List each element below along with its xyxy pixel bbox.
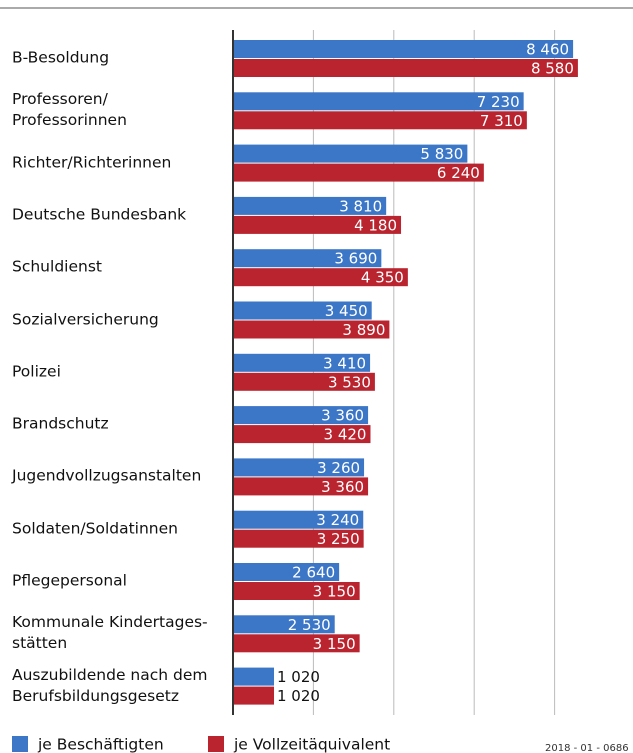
value-label: 7 230 [477,93,520,111]
bar [233,615,335,634]
bar [233,425,371,444]
category-label: Jugendvollzugsanstalten [12,466,202,485]
value-label: 3 530 [328,373,371,391]
category-label: Polizei [12,362,61,381]
value-label: 3 360 [321,478,364,496]
value-label: 5 830 [420,145,463,163]
bar [233,372,375,391]
category-label: Brandschutz [12,414,109,433]
value-label: 3 410 [323,354,366,372]
bar [233,667,275,686]
value-label: 8 580 [531,60,574,78]
category-label: Richter/Richterinnen [12,153,172,172]
value-label: 3 360 [321,407,364,425]
bar [233,59,578,77]
value-label: 3 690 [334,250,377,268]
value-label: 1 020 [277,668,320,686]
value-label: 4 180 [354,216,397,234]
value-label: 3 240 [316,511,359,529]
bar [233,144,468,163]
category-label: Sozialversicherung [12,310,159,328]
bar [233,111,527,130]
category-label: Auszubildende nach dem Berufsbildungsges… [12,665,208,705]
value-label: 7 310 [480,112,523,130]
value-label: 3 420 [324,426,367,444]
value-label: 1 020 [277,687,320,705]
bar [233,529,364,548]
bar [233,477,369,496]
value-label: 3 890 [342,321,385,339]
bar [233,510,364,529]
bar [233,92,524,111]
category-label: Pflegepersonal [12,571,127,590]
bar [233,301,372,320]
bar [233,196,387,215]
bar [233,686,275,705]
value-label: 3 450 [325,302,368,320]
category-label: Soldaten/Soldatinnen [12,519,178,538]
value-label: 3 810 [339,197,382,215]
value-label: 8 460 [526,41,569,59]
value-label: 6 240 [437,164,480,182]
bar [233,353,371,372]
bar [233,268,408,287]
value-label: 4 350 [361,269,404,287]
value-label: 3 150 [313,583,356,601]
bar [233,40,574,58]
legend-swatch [12,736,28,752]
legend-swatch [208,736,224,752]
category-label: Schuldienst [12,257,102,276]
category-label: Deutsche Bundesbank [12,205,187,224]
bar [233,215,402,234]
bar [233,582,360,600]
category-label: Professoren/ Professorinnen [12,90,127,130]
source-note: 2018 - 01 - 0686 [545,743,629,753]
bar [233,320,390,339]
category-label: B-Besoldung [12,48,110,67]
value-label: 3 250 [317,530,360,548]
bar [233,163,484,182]
legend-label: je Beschäftigten [37,736,164,753]
bar [233,458,365,477]
bar [233,634,360,653]
bar [233,249,382,268]
bar [233,406,369,425]
value-label: 3 260 [317,459,360,477]
legend-label: je Vollzeitäquivalent [233,736,390,753]
category-label: Kommunale Kindertages- stätten [12,613,208,653]
value-label: 2 530 [288,616,331,634]
value-label: 2 640 [292,564,335,582]
bar [233,563,340,581]
value-label: 3 150 [313,635,356,653]
